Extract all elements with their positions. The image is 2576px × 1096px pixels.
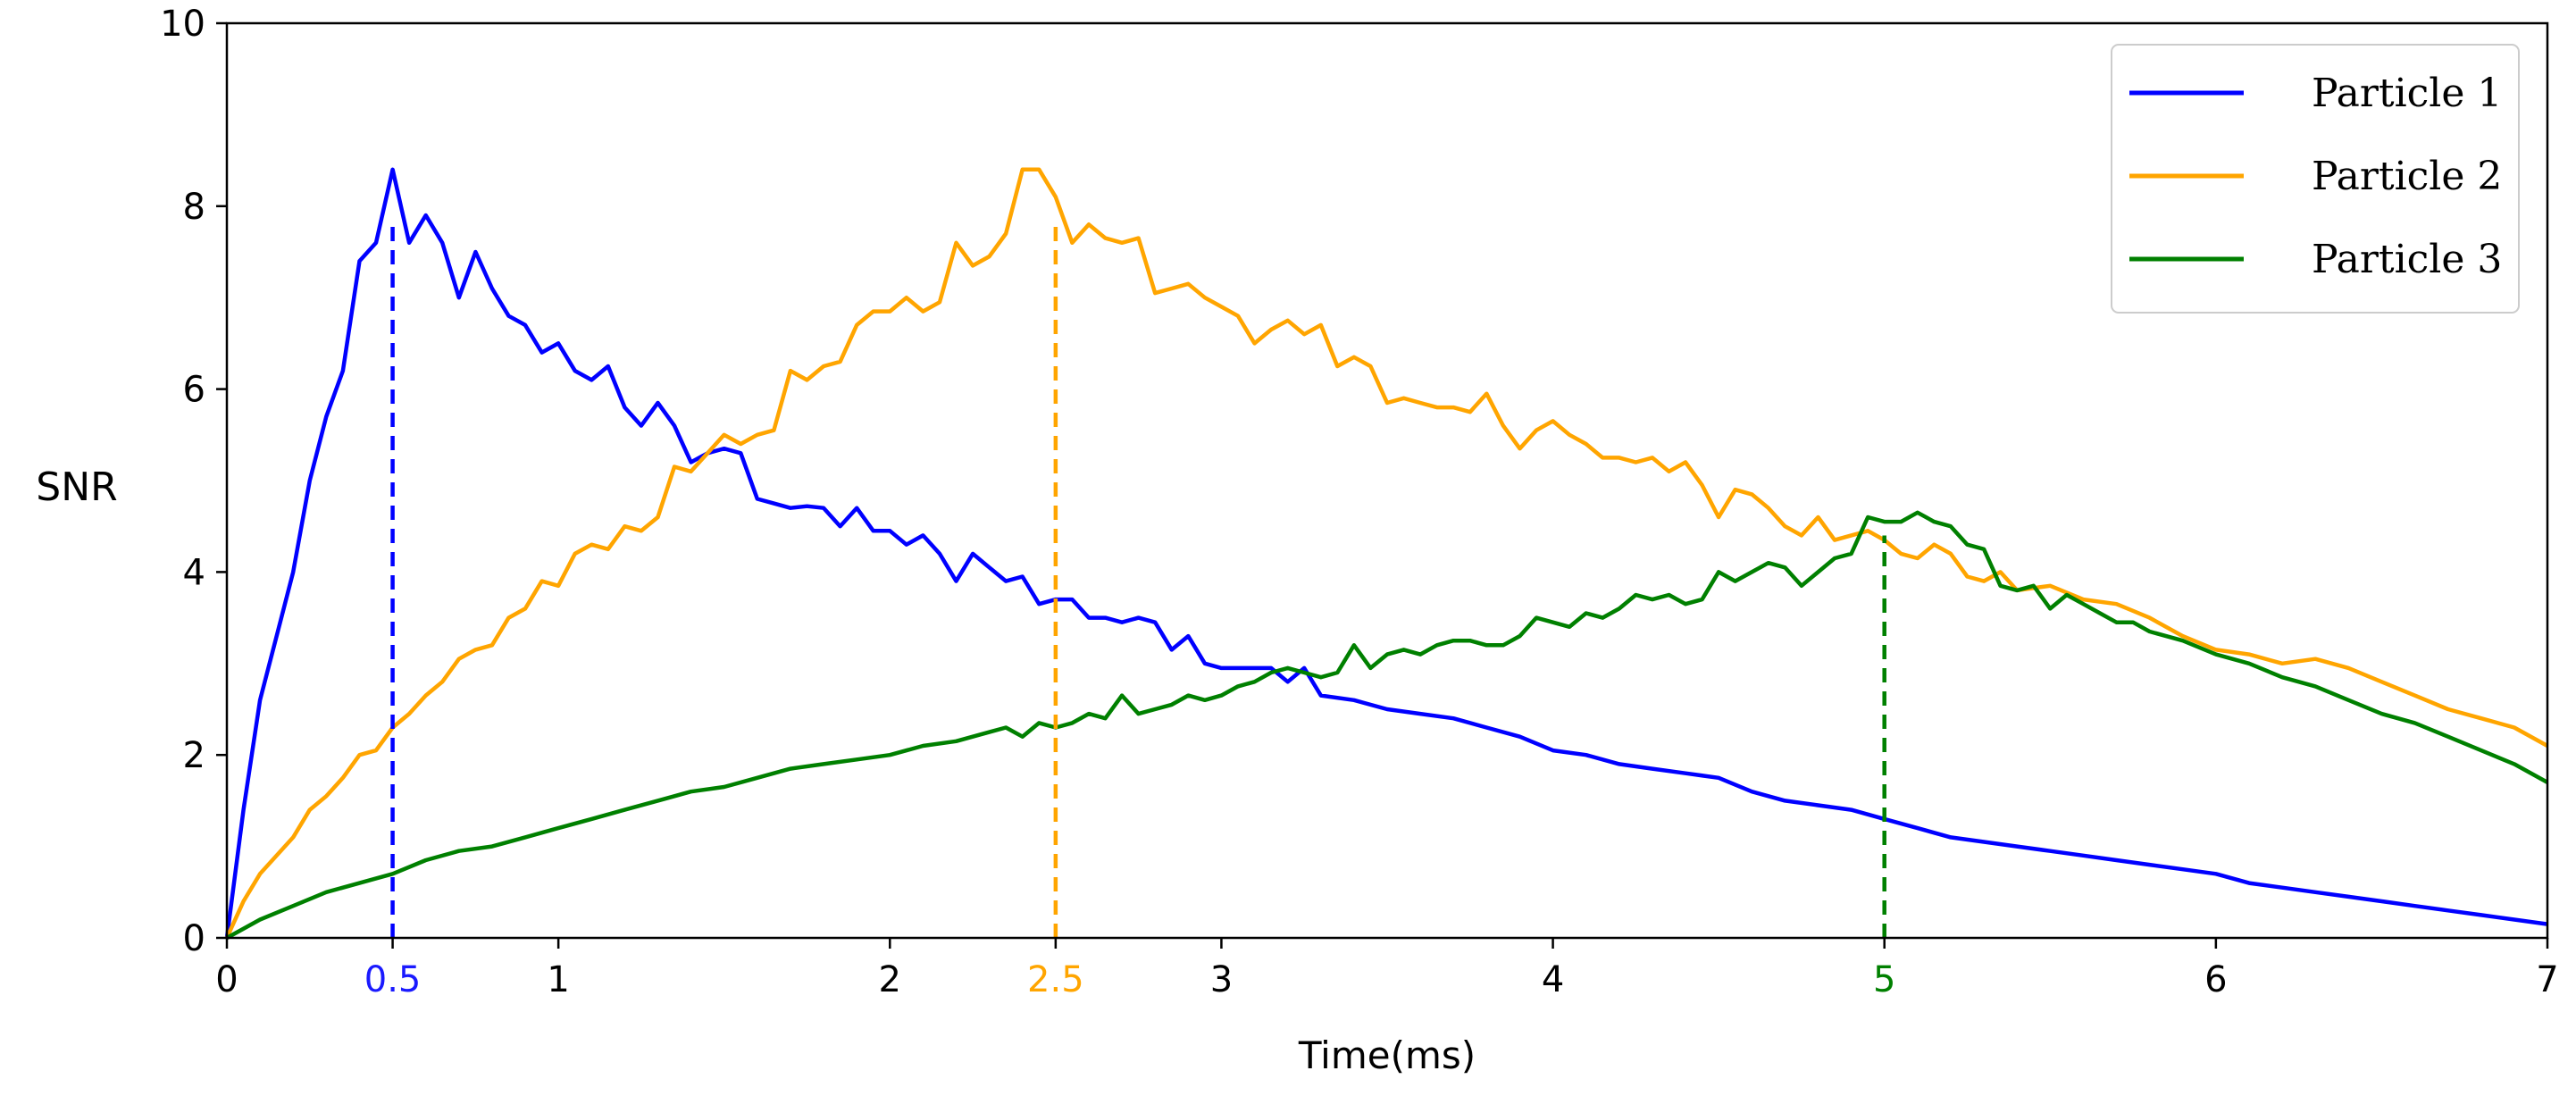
x-tick-label: 1 [547, 959, 569, 1000]
y-tick-label: 4 [183, 552, 205, 593]
legend: Particle 1 Particle 2 Particle 3 [2111, 44, 2520, 314]
x-tick-label: 0.5 [364, 959, 422, 1000]
y-tick-label: 10 [160, 4, 205, 45]
legend-box [2111, 44, 2520, 314]
y-tick-label: 8 [183, 187, 205, 228]
marker-layer [390, 224, 1886, 938]
x-tick-label: 2 [879, 959, 901, 1000]
series-layer [224, 167, 2549, 940]
x-tick-label: 5 [1873, 959, 1895, 1000]
axes-layer: 0 0.5 1 2 2.5 3 4 5 6 7 0 2 4 6 8 10 [160, 4, 2559, 1000]
legend-label-particle-3: Particle 3 [2312, 237, 2502, 282]
legend-label-particle-1: Particle 1 [2312, 71, 2502, 116]
x-tick-label: 6 [2204, 959, 2227, 1000]
y-tick-label: 6 [183, 370, 205, 411]
series-line-particle-3 [225, 510, 2549, 940]
legend-label-particle-2: Particle 2 [2312, 154, 2502, 199]
series-line-particle-2 [224, 167, 2549, 939]
y-tick-label: 2 [183, 735, 205, 776]
x-tick-label: 0 [215, 959, 238, 1000]
x-tick-label: 2.5 [1027, 959, 1084, 1000]
x-tick-label: 3 [1210, 959, 1233, 1000]
series-line-particle-1 [224, 167, 2548, 939]
x-tick-label: 7 [2536, 959, 2558, 1000]
y-tick-label: 0 [183, 918, 205, 959]
plot-frame [225, 21, 2549, 940]
x-axis-label: Time(ms) [1298, 1033, 1476, 1077]
y-axis-label: SNR [36, 464, 117, 510]
x-tick-label: 4 [1542, 959, 1564, 1000]
